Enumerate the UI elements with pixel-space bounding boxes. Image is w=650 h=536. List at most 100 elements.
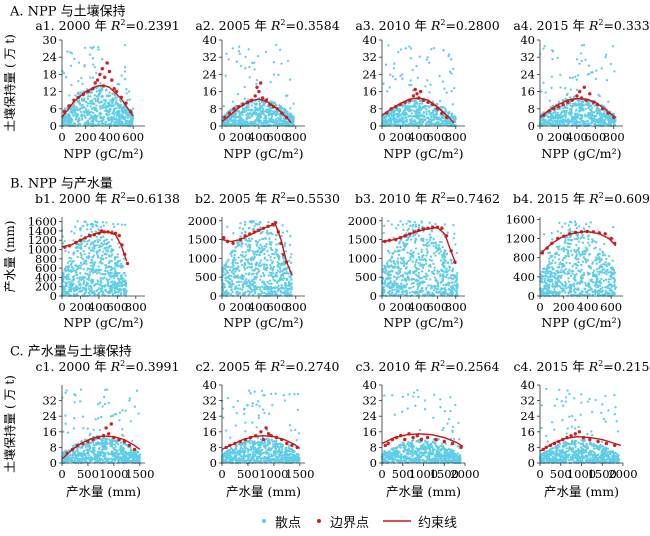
scatter-point xyxy=(85,123,88,126)
scatter-point xyxy=(260,231,263,234)
scatter-point xyxy=(249,258,253,261)
x-tick-label: 800 xyxy=(285,130,307,144)
scatter-point xyxy=(281,272,285,275)
x-tick-label: 800 xyxy=(603,130,625,144)
scatter-point xyxy=(246,103,249,106)
scatter-point xyxy=(265,288,268,291)
scatter-point xyxy=(251,288,254,292)
scatter-point xyxy=(244,55,247,59)
scatter-point xyxy=(550,86,553,89)
panel-title: b3. 2010 年 R2=0.7462 xyxy=(355,191,500,206)
scatter-point xyxy=(228,268,232,272)
scatter-point xyxy=(384,63,388,66)
scatter-point xyxy=(74,108,77,112)
scatter-point xyxy=(604,53,608,56)
scatter-point xyxy=(111,117,114,121)
scatter-point xyxy=(273,120,276,123)
scatter-point xyxy=(94,116,97,119)
scatter-point xyxy=(562,107,565,110)
scatter-point xyxy=(429,278,432,281)
scatter-point xyxy=(76,120,80,123)
scatter-point xyxy=(383,116,386,119)
scatter-point xyxy=(124,274,127,277)
r2-value: =0.3334 xyxy=(603,18,650,33)
scatter-point xyxy=(401,77,404,80)
y-tick-label: 24 xyxy=(202,67,217,81)
scatter-point xyxy=(284,111,287,115)
scatter-point xyxy=(247,98,250,101)
scatter-point xyxy=(104,120,107,124)
scatter-point xyxy=(276,289,280,292)
scatter-point xyxy=(428,117,431,121)
scatter-point xyxy=(419,119,423,122)
scatter-point xyxy=(119,100,122,103)
scatter-point xyxy=(235,60,238,63)
scatter-point xyxy=(86,97,90,100)
scatter-point xyxy=(432,46,435,50)
scatter-point xyxy=(72,277,75,281)
scatter-point xyxy=(261,237,264,240)
scatter-point xyxy=(270,274,273,277)
scatter-point xyxy=(401,223,405,226)
r2-symbol: R xyxy=(110,18,120,33)
scatter-point xyxy=(269,80,272,84)
scatter-point xyxy=(407,106,411,109)
scatter-point xyxy=(272,110,275,113)
scatter-point xyxy=(426,56,429,59)
scatter-point xyxy=(574,109,578,112)
scatter-point xyxy=(256,250,259,254)
scatter-point xyxy=(272,265,276,269)
section-title: A. NPP 与土壤保持 xyxy=(9,4,126,20)
scatter-point xyxy=(236,92,240,96)
scatter-point xyxy=(248,65,251,69)
scatter-point xyxy=(443,262,446,265)
scatter-point xyxy=(425,262,428,265)
scatter-point xyxy=(246,112,250,115)
scatter-point xyxy=(114,101,117,104)
scatter-point xyxy=(108,113,111,116)
scatter-point xyxy=(116,82,119,86)
scatter-point xyxy=(230,251,234,254)
y-tick-label: 8 xyxy=(528,102,535,116)
scatter-point xyxy=(230,119,233,122)
scatter-point xyxy=(425,278,428,281)
scatter-point xyxy=(587,120,590,123)
scatter-point xyxy=(92,111,95,115)
scatter-point xyxy=(250,291,253,294)
scatter-point xyxy=(404,116,407,119)
scatter-point xyxy=(591,117,595,121)
scatter-point xyxy=(275,274,278,277)
scatter-point xyxy=(230,115,233,119)
scatter-point xyxy=(254,109,257,112)
scatter-point xyxy=(397,50,400,54)
scatter-point xyxy=(253,292,256,295)
scatter-point xyxy=(113,113,116,116)
scatter-point xyxy=(590,107,594,110)
scatter-point xyxy=(80,256,83,259)
scatter-point xyxy=(596,112,599,116)
scatter-point xyxy=(61,70,64,73)
scatter-point xyxy=(119,120,122,124)
scatter-point xyxy=(120,109,123,112)
scatter-point xyxy=(104,109,107,113)
scatter-point xyxy=(433,122,436,126)
scatter-point xyxy=(441,256,444,259)
scatter-point xyxy=(576,112,579,115)
scatter-point xyxy=(443,87,446,90)
scatter-point xyxy=(73,232,76,235)
scatter-point xyxy=(407,259,410,263)
scatter-point xyxy=(284,285,287,288)
scatter-point xyxy=(81,103,84,107)
boundary-point xyxy=(93,81,97,85)
scatter-point xyxy=(123,66,127,69)
scatter-point xyxy=(70,265,74,269)
scatter-point xyxy=(90,114,93,117)
scatter-point xyxy=(120,106,123,109)
scatter-point xyxy=(245,118,248,121)
scatter-point xyxy=(286,230,289,233)
scatter-point xyxy=(447,288,450,291)
scatter-point xyxy=(70,52,74,55)
scatter-point xyxy=(257,246,261,249)
x-tick-label: 0 xyxy=(58,130,65,144)
scatter-point xyxy=(72,287,76,290)
